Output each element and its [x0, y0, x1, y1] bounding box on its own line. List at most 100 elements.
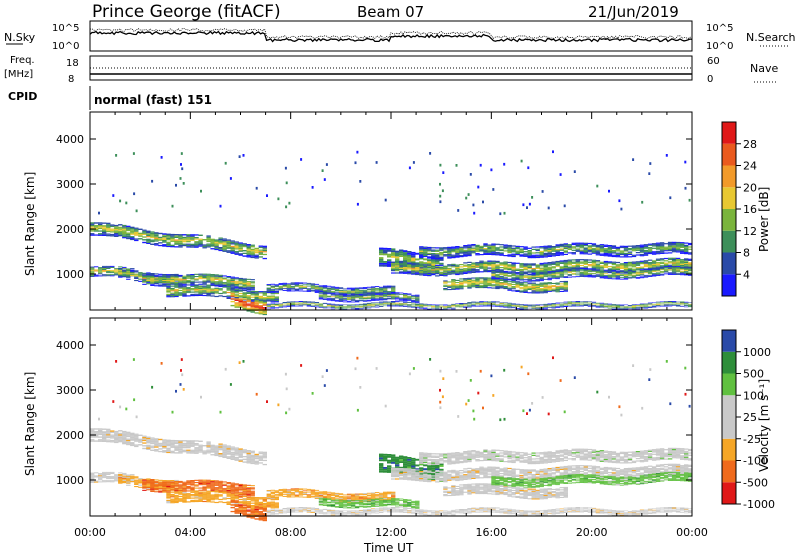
power-cell [346, 294, 352, 296]
power-cell [158, 238, 163, 240]
power-cell [146, 240, 151, 242]
power-cell [671, 272, 677, 274]
power-cell [503, 244, 508, 246]
power-cell [611, 306, 617, 308]
power-cell [162, 283, 167, 285]
power-cell [471, 262, 476, 264]
power-cell [519, 277, 524, 279]
velocity-cell [214, 452, 219, 454]
power-cell [330, 289, 336, 290]
power-cell [362, 300, 368, 302]
power-cell [242, 252, 247, 254]
power-cell [511, 263, 516, 265]
power-cell [531, 268, 536, 270]
power-cell [483, 301, 488, 302]
velocity-cell [122, 439, 127, 441]
power-cell [330, 293, 336, 295]
power-cell [503, 280, 508, 282]
power-cell [595, 302, 601, 304]
power-cell [547, 282, 552, 284]
power-cell [150, 284, 155, 286]
velocity-cell [166, 442, 171, 444]
power-cell [575, 262, 580, 264]
power-cell [647, 252, 653, 255]
power-cell [503, 285, 508, 287]
power-cell [471, 304, 476, 306]
power-cell [226, 246, 231, 248]
velocity-cell [126, 443, 131, 446]
power-cell [579, 268, 584, 269]
power-cell [262, 311, 267, 313]
power-cell [294, 305, 300, 307]
power-cell [222, 243, 227, 246]
power-cell [346, 298, 352, 300]
power-cell [415, 265, 420, 267]
power-cell [499, 283, 504, 285]
power-cell [310, 290, 316, 292]
power-cell [611, 250, 617, 252]
power-cell [366, 294, 372, 295]
power-cell [535, 288, 540, 290]
power-cell [487, 261, 492, 263]
power-cell [334, 287, 340, 289]
power-cell [647, 303, 653, 304]
power-cell [555, 254, 560, 256]
power-cell [383, 299, 388, 301]
power-cell [202, 292, 207, 294]
power-cell [663, 263, 669, 265]
power-cell [419, 268, 424, 270]
power-cell [551, 266, 556, 268]
velocity-cell [146, 444, 151, 446]
power-cell [334, 296, 340, 297]
power-cell [643, 275, 649, 277]
power-cell [467, 264, 472, 266]
power-cell [262, 304, 267, 306]
power-cell [230, 252, 235, 254]
power-cell [571, 302, 576, 303]
power-cell [547, 306, 552, 308]
power-cell [611, 276, 617, 278]
power-cell [399, 305, 404, 307]
power-cell [659, 243, 665, 245]
power-cell [647, 263, 653, 265]
power-cell [595, 264, 601, 266]
power-cell [306, 301, 312, 303]
power-cell [106, 225, 111, 227]
power-cell [475, 279, 480, 281]
velocity-cell [106, 440, 111, 443]
power-cell [338, 294, 344, 296]
power-cell [411, 270, 416, 272]
power-cell [254, 255, 259, 258]
velocity-cell [238, 455, 243, 457]
power-cell [571, 276, 576, 278]
power-cell [684, 263, 689, 265]
power-cell [671, 248, 677, 250]
power-cell [170, 239, 175, 241]
power-cell [326, 307, 332, 309]
power-cell [647, 247, 653, 249]
power-cell [615, 308, 621, 310]
power-cell [234, 246, 239, 249]
power-cell [531, 270, 536, 272]
velocity-cell [106, 432, 111, 435]
power-cell [443, 255, 448, 257]
power-cell [631, 304, 637, 305]
power-cell [358, 291, 364, 292]
velocity-cell [226, 449, 231, 451]
power-cell [383, 303, 388, 304]
power-cell [387, 287, 392, 289]
power-cell [423, 254, 428, 256]
power-cell [358, 294, 364, 295]
power-cell [539, 262, 544, 265]
power-cell [631, 245, 637, 247]
power-cell [543, 305, 548, 307]
power-cell [671, 302, 677, 303]
power-cell [266, 289, 271, 291]
power-cell [435, 253, 440, 255]
power-cell [254, 302, 259, 305]
power-cell [218, 241, 223, 243]
power-cell [455, 282, 460, 284]
power-cell [503, 270, 508, 273]
power-cell [543, 264, 548, 266]
power-cell [174, 243, 179, 245]
